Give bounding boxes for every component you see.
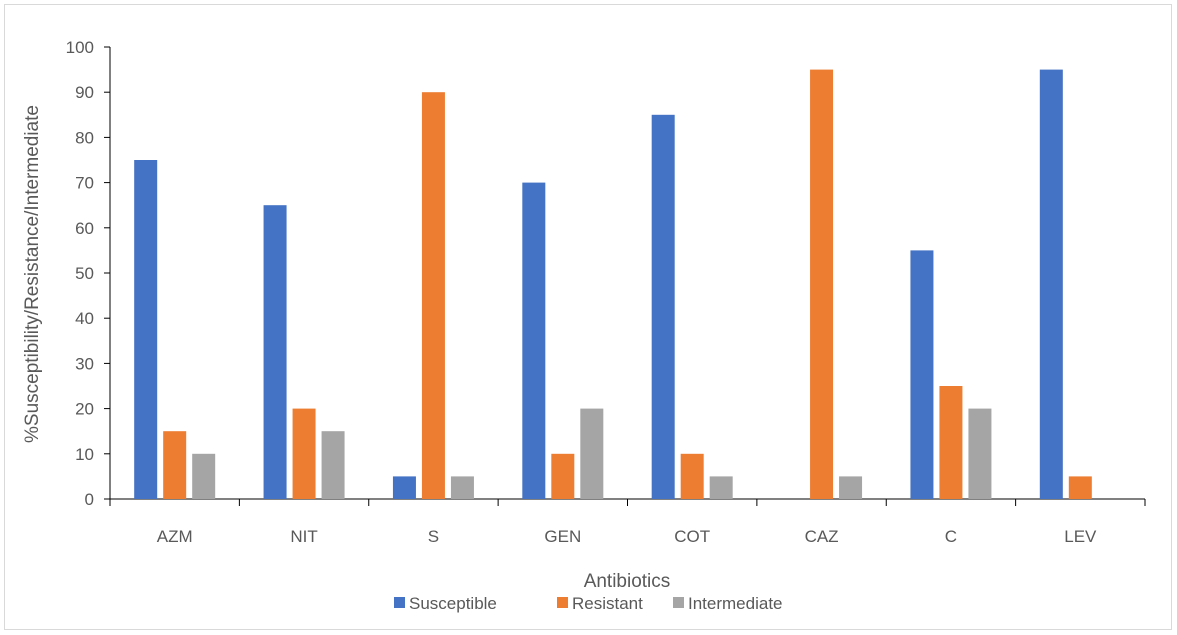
x-axis: AZM NIT S GEN COT CAZ C LEV xyxy=(109,498,1146,546)
bar-intermediate-c xyxy=(968,408,992,499)
bar-susceptible-nit xyxy=(263,205,287,499)
chart-area xyxy=(4,4,1172,630)
bar-resistant-c xyxy=(939,386,963,499)
bar-intermediate-s xyxy=(450,476,474,499)
bar-intermediate-gen xyxy=(580,408,604,499)
legend-swatch-susceptible xyxy=(394,597,405,608)
x-tick-label: NIT xyxy=(290,527,317,546)
y-tick-label: 70 xyxy=(75,174,94,193)
bar-intermediate-nit xyxy=(321,431,345,499)
y-axis-title: %Susceptibility/Resistance/Intermediate xyxy=(22,105,43,443)
bars xyxy=(134,69,1092,500)
bar-susceptible-azm xyxy=(134,160,158,499)
x-tick-label: COT xyxy=(674,527,710,546)
bar-resistant-gen xyxy=(551,453,575,499)
bar-intermediate-caz xyxy=(839,476,863,499)
x-axis-title: Antibiotics xyxy=(584,571,671,592)
bar-susceptible-gen xyxy=(522,182,546,499)
legend-label-intermediate: Intermediate xyxy=(688,594,783,613)
y-tick-label: 100 xyxy=(66,38,94,57)
bar-resistant-lev xyxy=(1068,476,1092,499)
bar-susceptible-cot xyxy=(651,114,675,500)
legend-label-resistant: Resistant xyxy=(572,594,643,613)
y-tick-label: 40 xyxy=(75,309,94,328)
bar-intermediate-cot xyxy=(709,476,733,499)
y-axis: 0 10 20 30 40 50 60 70 80 90 100 xyxy=(66,38,111,509)
bar-susceptible-lev xyxy=(1039,69,1063,499)
y-tick-label: 20 xyxy=(75,400,94,419)
bar-intermediate-azm xyxy=(192,453,216,499)
bar-resistant-cot xyxy=(680,453,704,499)
legend: Susceptible Resistant Intermediate xyxy=(394,594,783,613)
x-tick-label: LEV xyxy=(1064,527,1097,546)
legend-swatch-resistant xyxy=(557,597,568,608)
bar-resistant-nit xyxy=(292,408,316,499)
y-tick-label: 30 xyxy=(75,354,94,373)
y-tick-label: 60 xyxy=(75,219,94,238)
y-tick-label: 50 xyxy=(75,264,94,283)
y-tick-label: 80 xyxy=(75,128,94,147)
x-tick-label: C xyxy=(945,527,957,546)
x-tick-label: S xyxy=(428,527,439,546)
y-tick-label: 90 xyxy=(75,83,94,102)
bar-resistant-azm xyxy=(163,431,187,499)
bar-susceptible-c xyxy=(910,250,934,499)
legend-label-susceptible: Susceptible xyxy=(409,594,497,613)
legend-swatch-intermediate xyxy=(673,597,684,608)
bar-susceptible-s xyxy=(392,476,416,499)
x-tick-label: AZM xyxy=(157,527,193,546)
y-tick-label: 10 xyxy=(75,445,94,464)
bar-resistant-caz xyxy=(810,69,834,499)
x-tick-label: CAZ xyxy=(805,527,839,546)
bar-resistant-s xyxy=(421,92,445,499)
y-tick-label: 0 xyxy=(85,490,94,509)
x-tick-label: GEN xyxy=(544,527,581,546)
